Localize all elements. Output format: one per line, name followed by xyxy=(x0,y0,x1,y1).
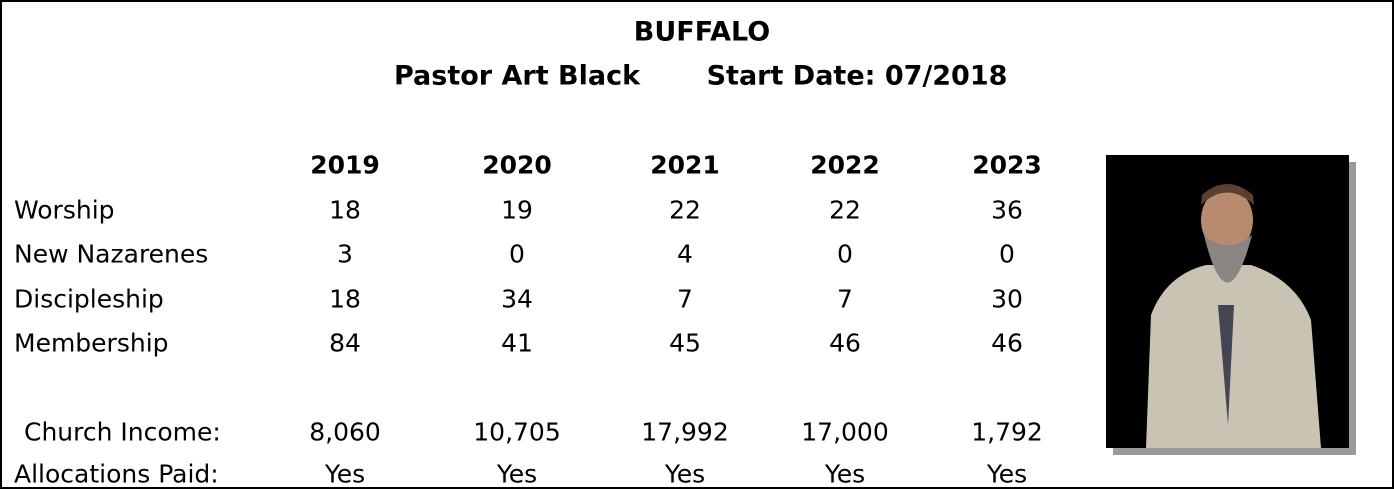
column-header: 2023 xyxy=(972,150,1042,180)
cell: 19 xyxy=(501,195,533,225)
cell: 18 xyxy=(329,195,361,225)
cell: 7 xyxy=(677,284,693,314)
title: BUFFALO xyxy=(633,16,771,48)
cell: 0 xyxy=(999,239,1015,269)
cell: 8,060 xyxy=(309,417,381,447)
row-label: New Nazarenes xyxy=(14,239,209,269)
cell: 22 xyxy=(669,195,701,225)
cell: 0 xyxy=(509,239,525,269)
row-label: Allocations Paid: xyxy=(14,459,219,489)
cell: 84 xyxy=(329,328,361,358)
pastor-photo xyxy=(1106,155,1349,448)
cell: 22 xyxy=(829,195,861,225)
row-label: Church Income: xyxy=(24,417,221,447)
cell: Yes xyxy=(664,459,706,489)
cell: 34 xyxy=(501,284,533,314)
column-header: 2019 xyxy=(310,150,380,180)
photo-figure xyxy=(1146,184,1321,448)
cell: 17,000 xyxy=(801,417,889,447)
cell: 0 xyxy=(837,239,853,269)
cell: 7 xyxy=(837,284,853,314)
cell: 46 xyxy=(991,328,1023,358)
row-label: Discipleship xyxy=(14,284,164,314)
cell: 45 xyxy=(669,328,701,358)
cell: 36 xyxy=(991,195,1023,225)
cell: 41 xyxy=(501,328,533,358)
cell: 1,792 xyxy=(971,417,1043,447)
cell: 30 xyxy=(991,284,1023,314)
cell: Yes xyxy=(324,459,366,489)
cell: 18 xyxy=(329,284,361,314)
cell: 3 xyxy=(337,239,353,269)
row-label: Membership xyxy=(14,328,169,358)
column-header: 2020 xyxy=(482,150,552,180)
cell: 4 xyxy=(677,239,693,269)
cell: Yes xyxy=(824,459,866,489)
cell: Yes xyxy=(496,459,538,489)
cell: 46 xyxy=(829,328,861,358)
row-label: Worship xyxy=(14,195,115,225)
cell: 17,992 xyxy=(641,417,729,447)
cell: Yes xyxy=(986,459,1028,489)
column-header: 2021 xyxy=(650,150,720,180)
column-header: 2022 xyxy=(810,150,880,180)
cell: 10,705 xyxy=(473,417,561,447)
start-date: Start Date: 07/2018 xyxy=(706,60,1008,92)
pastor: Pastor Art Black xyxy=(393,60,641,92)
